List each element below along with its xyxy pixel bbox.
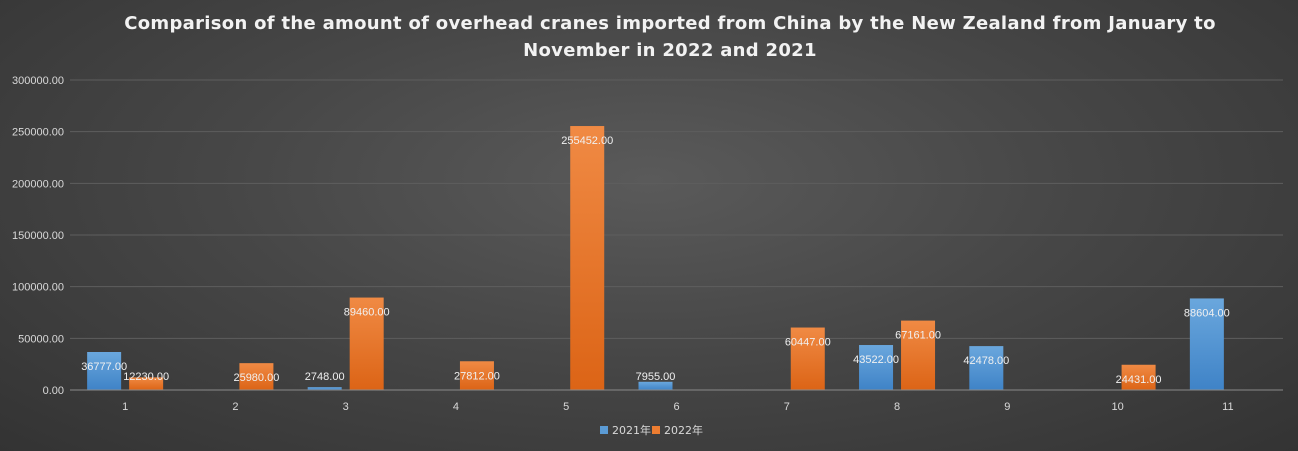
data-label: 60447.00	[785, 337, 831, 349]
data-label: 67161.00	[895, 330, 941, 342]
x-tick-label: 6	[673, 401, 679, 413]
data-label: 2748.00	[305, 371, 345, 383]
x-tick-label: 11	[1222, 401, 1233, 413]
y-tick-label: 250000.00	[12, 127, 64, 139]
bar-series-2022	[570, 126, 605, 391]
data-label: 7955.00	[636, 371, 676, 383]
data-label: 88604.00	[1184, 307, 1230, 319]
bar-series-2022	[901, 320, 936, 390]
y-tick-label: 200000.00	[12, 178, 64, 190]
bar-series-2022	[790, 327, 825, 390]
legend-label: 2021年	[612, 423, 651, 437]
y-tick-label: 50000.00	[18, 333, 64, 345]
bar-series-2021	[638, 381, 673, 390]
axes: 0.00 50000.00 100000.00 150000.00 200000.00 2…	[12, 75, 1283, 413]
chart-title: Comparison of the amount of overhead cra…	[124, 13, 1216, 61]
bar-series-2021	[1189, 298, 1224, 390]
gridlines	[70, 79, 1283, 339]
x-tick-label: 2	[232, 401, 238, 413]
data-label: 36777.00	[81, 361, 127, 373]
bar-series-2021	[969, 346, 1004, 390]
data-label: 43522.00	[853, 354, 899, 366]
x-tick-label: 7	[784, 401, 790, 413]
legend-swatch	[652, 426, 660, 434]
x-tick-label: 9	[1004, 401, 1010, 413]
data-label: 24431.00	[1116, 374, 1162, 386]
y-tick-label: 100000.00	[12, 282, 64, 294]
x-tick-label: 10	[1111, 401, 1123, 413]
x-tick-label: 8	[894, 401, 900, 413]
bar-series-2022	[129, 377, 164, 390]
data-label: 42478.00	[963, 355, 1009, 367]
bar-series-2022	[349, 297, 384, 390]
y-tick-label: 150000.00	[12, 230, 64, 242]
bar-series-2022	[239, 363, 274, 390]
x-tick-label: 4	[453, 401, 459, 413]
data-label: 255452.00	[561, 135, 613, 147]
data-label: 25980.00	[233, 372, 279, 384]
legend-swatch	[600, 426, 608, 434]
bar-series-2021	[87, 351, 122, 390]
bar-series-2021	[859, 345, 894, 390]
bar-series-2022	[459, 361, 494, 390]
legend: 2021年 2022年	[600, 423, 703, 437]
bars	[87, 126, 1224, 391]
x-tick-label: 1	[122, 401, 128, 413]
data-label: 27812.00	[454, 370, 500, 382]
y-tick-label: 300000.00	[12, 75, 64, 87]
x-tick-label: 5	[563, 401, 569, 413]
data-label: 12230.00	[123, 371, 169, 383]
data-label: 89460.00	[344, 307, 390, 319]
data-labels: 36777.00 2748.00 7955.00 43522.00 42478.00 88…	[81, 135, 1230, 386]
bar-series-2021	[307, 387, 342, 390]
legend-label: 2022年	[664, 423, 703, 437]
bar-series-2022	[1121, 364, 1156, 390]
x-tick-label: 3	[343, 401, 349, 413]
y-tick-label: 0.00	[43, 385, 64, 397]
